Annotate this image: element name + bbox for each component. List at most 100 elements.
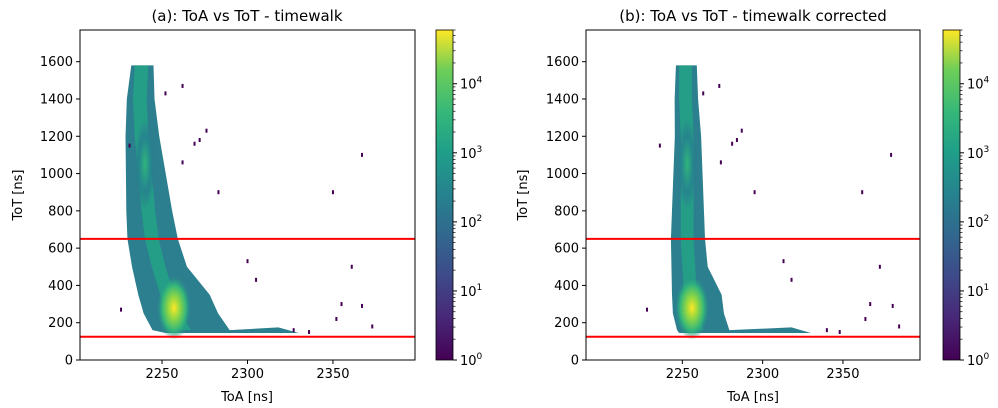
- outlier-bin: [718, 83, 721, 88]
- outlier-bin: [735, 138, 738, 142]
- outlier-bin: [864, 316, 867, 321]
- density-upper-lobe: [677, 119, 698, 210]
- x-tick-label: 2250: [145, 367, 178, 382]
- outlier-bin: [120, 307, 123, 312]
- outlier-bin: [205, 128, 208, 133]
- title-a: (a): ToA vs ToT - timewalk: [151, 7, 342, 25]
- outlier-bin: [217, 190, 220, 195]
- outlier-bin: [246, 259, 249, 264]
- panel-b: 2250 2300 2350 0 200 400 600 800 1000 1200 1400 16…: [516, 7, 990, 405]
- outlier-bin: [198, 138, 201, 142]
- x-tick-label: 2350: [826, 367, 859, 382]
- y-tick-label: 1400: [40, 92, 73, 107]
- heatmap-density-b: [670, 65, 811, 340]
- x-tick-label: 2300: [746, 367, 779, 382]
- colorbar-ticks-a: 100 101 102 103 104: [453, 29, 483, 369]
- outlier-bin: [181, 160, 184, 165]
- y-tick-label: 600: [554, 242, 579, 257]
- colorbar-tick-label: 103: [967, 145, 989, 162]
- colorbar-tick-label: 104: [967, 76, 990, 93]
- colorbar-tick-label: 102: [460, 214, 482, 231]
- outlier-bin: [371, 324, 374, 329]
- density-peak: [157, 275, 192, 340]
- outlier-bin: [890, 152, 893, 157]
- y-ticks-b: 0 200 400 600 800 1000 1200 1400 1600: [546, 55, 586, 369]
- colorbar-tick-label: 100: [967, 352, 990, 369]
- x-ticks-b: 2250 2300 2350: [666, 360, 859, 382]
- density-peak: [674, 275, 709, 340]
- colorbar-tick-label: 104: [460, 76, 483, 93]
- panel-a: 2250 2300 2350 0 200 400 600 800 1000 1200 1400 16…: [11, 7, 483, 405]
- outlier-bin: [790, 277, 793, 282]
- colorbar-tick-label: 102: [967, 214, 989, 231]
- outlier-bin: [782, 259, 785, 264]
- y-tick-label: 800: [554, 204, 579, 219]
- colorbar-tick-label: 103: [460, 145, 482, 162]
- y-tick-label: 1000: [40, 167, 73, 182]
- outlier-bin: [753, 190, 756, 195]
- outlier-bin: [861, 190, 864, 195]
- xlabel-a: ToA [ns]: [220, 390, 273, 405]
- colorbar-ticks-b: 100 101 102 103 104: [960, 29, 990, 369]
- outlier-bin: [361, 303, 364, 308]
- outlier-bin: [292, 328, 295, 333]
- outlier-bin: [878, 264, 881, 269]
- outlier-bin: [658, 143, 661, 148]
- outlier-bin: [731, 141, 734, 146]
- y-tick-label: 0: [571, 354, 579, 369]
- outlier-bin: [350, 264, 353, 269]
- colorbar-tick-label: 101: [967, 283, 989, 300]
- y-tick-label: 0: [65, 354, 73, 369]
- colorbar-tick-label: 101: [460, 283, 482, 300]
- outlier-bins-b: [646, 83, 901, 335]
- y-tick-label: 200: [48, 316, 73, 331]
- x-tick-label: 2300: [231, 367, 264, 382]
- outlier-bin: [128, 143, 131, 148]
- outlier-bin: [340, 302, 343, 307]
- outlier-bin: [740, 128, 743, 133]
- outlier-bin: [838, 330, 841, 335]
- outlier-bin: [193, 141, 196, 146]
- outlier-bin: [646, 307, 649, 312]
- x-tick-label: 2250: [666, 367, 699, 382]
- title-b: (b): ToA vs ToT - timewalk corrected: [619, 7, 886, 25]
- density-upper-lobe: [134, 119, 155, 210]
- outlier-bin: [164, 91, 167, 96]
- threshold-lines-a: [80, 237, 415, 338]
- xlabel-b: ToA [ns]: [726, 390, 779, 405]
- outlier-bin: [719, 160, 722, 165]
- outlier-bin: [255, 277, 258, 282]
- colorbar-a: [435, 29, 454, 361]
- y-tick-label: 1600: [546, 55, 579, 70]
- density-band: [670, 65, 811, 333]
- colorbar-tick-label: 100: [460, 352, 483, 369]
- threshold-lines-b: [586, 237, 920, 338]
- y-tick-label: 1600: [40, 55, 73, 70]
- plot-frame-b: [585, 29, 921, 361]
- x-tick-label: 2350: [316, 367, 349, 382]
- y-tick-label: 1200: [546, 130, 579, 145]
- density-band: [125, 65, 299, 333]
- y-ticks-a: 0 200 400 600 800 1000 1200 1400 1600: [40, 55, 80, 369]
- outlier-bin: [898, 324, 901, 329]
- y-tick-label: 1000: [546, 167, 579, 182]
- y-tick-label: 200: [554, 316, 579, 331]
- y-tick-label: 1400: [546, 92, 579, 107]
- outlier-bin: [335, 316, 338, 321]
- outlier-bin: [361, 152, 364, 157]
- outlier-bin: [702, 91, 705, 96]
- colorbar-b: [942, 29, 961, 361]
- heatmap-density-a: [125, 65, 299, 340]
- outlier-bin: [891, 303, 894, 308]
- outlier-bin: [308, 330, 311, 335]
- x-ticks-a: 2250 2300 2350: [145, 360, 350, 382]
- ylabel-a: ToT [ns]: [11, 170, 26, 222]
- outlier-bin: [331, 190, 334, 195]
- outlier-bins-a: [120, 83, 374, 335]
- outlier-bin: [181, 83, 184, 88]
- outlier-bin: [825, 328, 828, 333]
- y-tick-label: 600: [48, 242, 73, 257]
- y-tick-label: 400: [554, 279, 579, 294]
- y-tick-label: 800: [48, 204, 73, 219]
